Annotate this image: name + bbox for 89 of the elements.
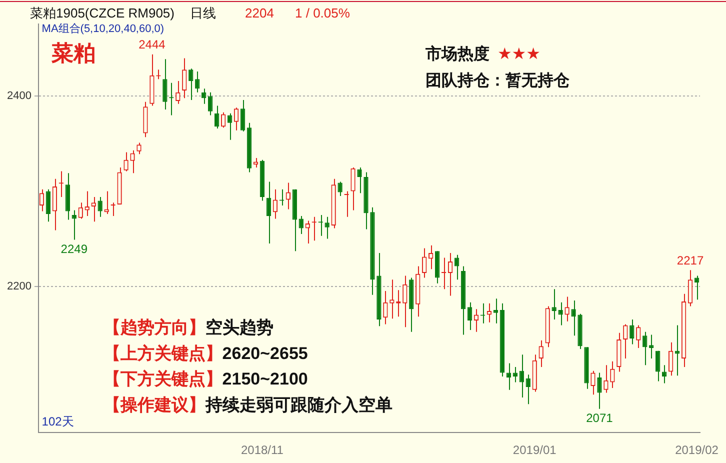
candlestick <box>493 298 498 324</box>
candlestick <box>506 362 512 390</box>
annotation: 市场热度 <box>424 44 490 64</box>
candlestick <box>604 364 608 394</box>
candlestick <box>383 290 388 325</box>
candlestick <box>694 275 700 300</box>
annotation: 持续走弱可跟随介入空单 <box>204 395 392 414</box>
candlestick <box>195 71 200 93</box>
annotation: 102天 <box>42 414 74 429</box>
candlestick <box>390 279 394 320</box>
y-tick-label: 2200 <box>6 280 32 292</box>
candlestick <box>668 342 674 376</box>
annotation: 【下方关键点】 <box>103 370 222 389</box>
candlestick <box>636 324 641 349</box>
candlestick <box>176 80 180 104</box>
annotation: 2071 <box>586 411 614 426</box>
candlestick <box>590 370 596 396</box>
candlestick <box>130 150 135 174</box>
candlestick <box>298 215 304 234</box>
candlestick <box>39 188 44 212</box>
candlestick <box>564 296 570 322</box>
candlestick <box>526 374 530 405</box>
candlestick <box>286 182 290 210</box>
candlestick <box>72 210 76 240</box>
x-tick-label: 2019/01 <box>512 443 557 458</box>
annotation: ★★★ <box>497 46 540 64</box>
candlestick <box>571 300 576 336</box>
candlestick <box>538 340 544 368</box>
candlestick <box>98 196 102 218</box>
candlestick <box>46 188 51 222</box>
candlestick <box>519 354 524 398</box>
annotation: MA组合(5,10,20,40,60,0) <box>42 22 164 35</box>
candlestick <box>266 181 272 244</box>
candlestick <box>656 350 660 382</box>
candlestick <box>642 331 648 366</box>
annotation: 2444 <box>138 38 166 52</box>
x-tick-label: 2019/02 <box>675 443 719 458</box>
candlestick <box>610 360 615 388</box>
candlestick <box>422 248 427 278</box>
candlestick <box>597 372 602 410</box>
annotation: 2249 <box>60 242 88 256</box>
candlestick <box>558 302 563 326</box>
candlestick <box>454 254 460 280</box>
candlestick <box>78 202 83 220</box>
candlestick <box>688 270 693 307</box>
candlestick <box>448 252 453 296</box>
candlestick <box>214 105 220 130</box>
text: 2204 <box>245 6 274 21</box>
y-tick-label: 2400 <box>6 90 32 102</box>
annotation: 2217 <box>676 253 704 268</box>
candlestick <box>402 275 408 328</box>
candlestick <box>240 100 246 132</box>
annotation: 2150~2100 <box>222 370 308 389</box>
candlestick <box>649 334 654 359</box>
annotation: 团队持仓：暂无持仓 <box>425 72 570 90</box>
annotation: 【操作建议】 <box>103 395 206 414</box>
annotation: 2620~2655 <box>222 344 308 363</box>
candlestick <box>188 68 194 101</box>
annotation: 空头趋势 <box>205 318 274 338</box>
candlestick <box>486 302 492 323</box>
candlestick <box>552 288 556 320</box>
candlestick <box>234 107 239 131</box>
candlestick <box>623 324 628 359</box>
candlestick <box>338 181 342 196</box>
candlestick <box>324 216 330 240</box>
candlestick <box>357 166 362 194</box>
candlestick <box>208 92 213 116</box>
text: 日线 <box>190 6 216 21</box>
candlestick <box>182 58 187 99</box>
candlestick <box>227 112 232 140</box>
text: 1 / 0.05% <box>295 6 350 21</box>
candlestick <box>124 152 128 172</box>
candlestick <box>441 257 446 290</box>
candlestick <box>630 319 634 345</box>
candlestick <box>136 142 142 155</box>
candlestick <box>272 188 278 220</box>
annotation: 【上方关键点】 <box>103 344 222 363</box>
candlestick <box>220 112 226 128</box>
candlestick <box>162 58 168 110</box>
candlestick <box>91 196 96 222</box>
x-tick-label: 2018/11 <box>240 443 284 458</box>
candlestick <box>512 366 518 383</box>
candlestick <box>467 302 472 330</box>
text: 菜粕 <box>50 40 96 66</box>
candlestick <box>305 220 310 244</box>
candlestick <box>52 178 58 231</box>
candlestick <box>350 166 356 211</box>
chart-subtitle: 菜粕1905(CZCE RM905) <box>30 6 174 21</box>
annotation: 【趋势方向】 <box>103 318 206 338</box>
